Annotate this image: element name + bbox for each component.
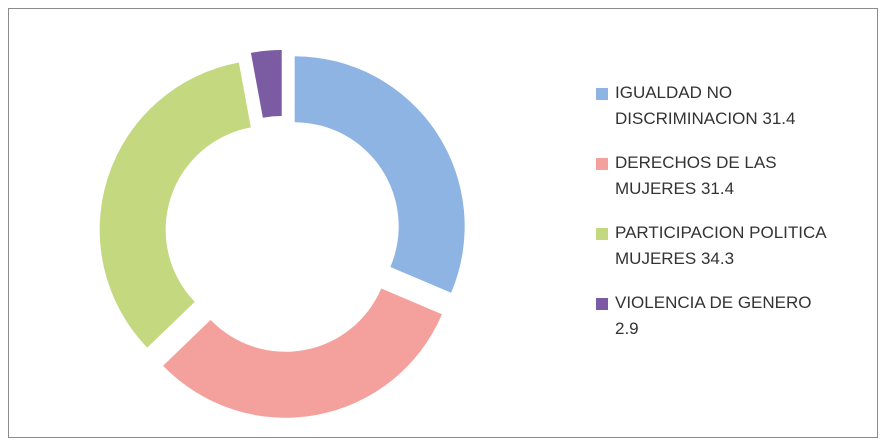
- legend-label: IGUALDAD NO DISCRIMINACION: [615, 83, 758, 128]
- legend-value: 31.4: [700, 179, 735, 198]
- legend: IGUALDAD NO DISCRIMINACION 31.4 DERECHOS…: [596, 80, 836, 360]
- legend-label: PARTICIPACION POLITICA MUJERES: [615, 223, 826, 268]
- legend-value: 2.9: [615, 319, 639, 338]
- legend-item: PARTICIPACION POLITICA MUJERES 34.3: [596, 220, 827, 272]
- legend-swatch: [596, 298, 608, 310]
- donut-segment: [250, 50, 282, 118]
- legend-value: 31.4: [762, 109, 796, 128]
- legend-swatch: [596, 158, 608, 170]
- legend-label: DERECHOS DE LAS MUJERES: [615, 153, 777, 198]
- legend-value: 34.3: [700, 249, 735, 268]
- legend-item: IGUALDAD NO DISCRIMINACION 31.4: [596, 80, 827, 132]
- donut-segment: [163, 288, 442, 418]
- legend-item: DERECHOS DE LAS MUJERES 31.4: [596, 150, 827, 202]
- chart-frame: [8, 8, 878, 438]
- legend-item: VIOLENCIA DE GENERO 2.9: [596, 290, 827, 342]
- legend-swatch: [596, 228, 608, 240]
- legend-label: VIOLENCIA DE GENERO: [615, 293, 812, 312]
- donut-segment: [99, 62, 251, 348]
- donut-segment: [294, 56, 465, 293]
- legend-swatch: [596, 88, 608, 100]
